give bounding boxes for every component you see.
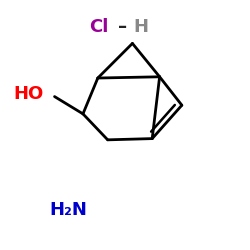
Text: HO: HO	[14, 85, 44, 103]
Text: H: H	[134, 18, 149, 36]
Text: H₂N: H₂N	[50, 201, 88, 219]
Text: –: –	[118, 18, 127, 36]
Text: Cl: Cl	[89, 18, 108, 36]
